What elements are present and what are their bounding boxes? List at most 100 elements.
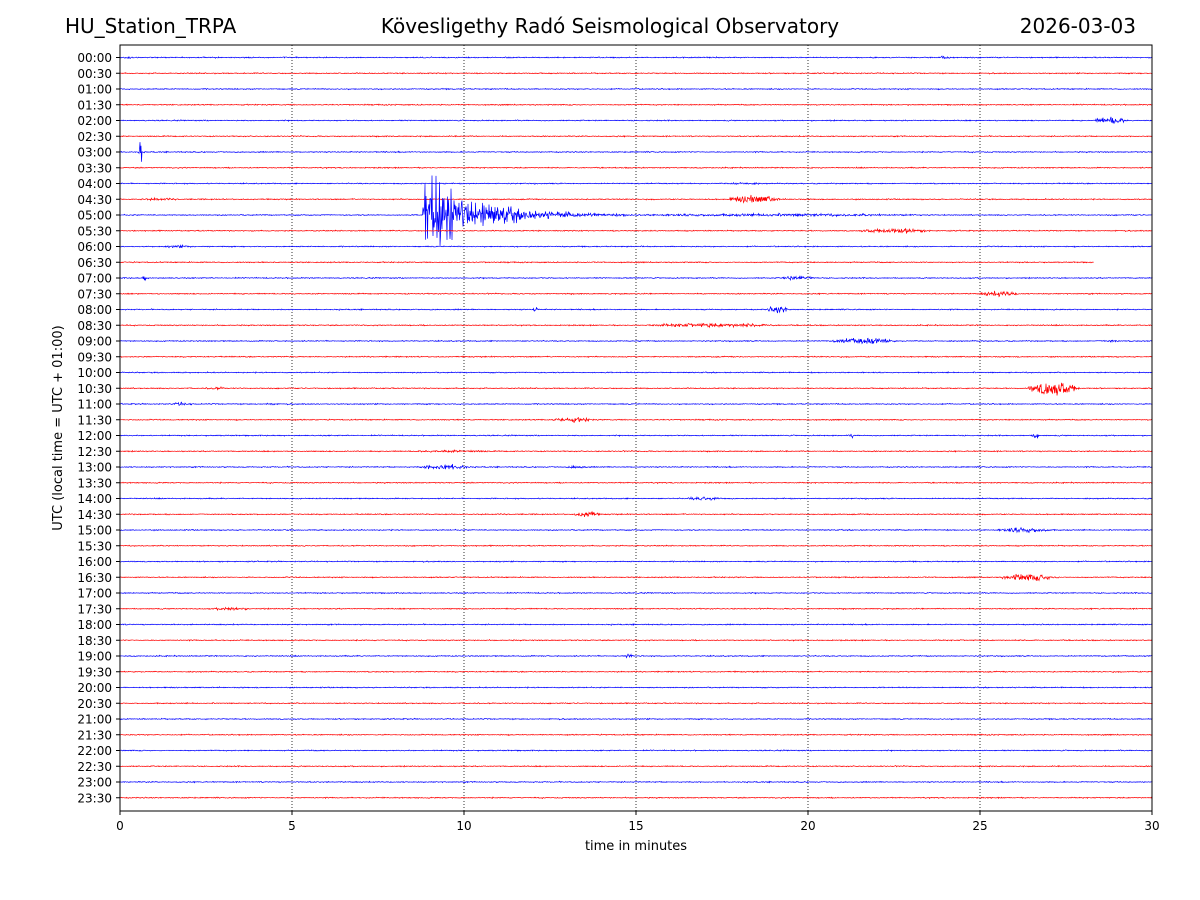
- trace-0630: [119, 260, 1094, 264]
- trace-1830: [119, 638, 1153, 642]
- x-tick-label: 0: [116, 819, 124, 833]
- trace-1500: [119, 526, 1153, 534]
- y-tick-label: 08:00: [77, 303, 112, 317]
- trace-0200: [119, 116, 1153, 124]
- trace-1400: [119, 496, 1153, 501]
- trace-0730: [119, 290, 1153, 298]
- y-tick-label: 15:00: [77, 524, 112, 538]
- y-tick-label: 12:00: [77, 429, 112, 443]
- trace-1730: [119, 606, 1153, 612]
- trace-0800: [119, 305, 1153, 314]
- y-tick-label: 17:30: [77, 602, 112, 616]
- x-axis-label: time in minutes: [585, 839, 687, 854]
- trace-1100: [119, 401, 1153, 406]
- trace-1930: [119, 670, 1153, 674]
- y-tick-label: 13:00: [77, 461, 112, 475]
- trace-1030: [119, 382, 1153, 396]
- x-tick-label: 10: [456, 819, 471, 833]
- y-tick-label: 13:30: [77, 476, 112, 490]
- trace-0000: [119, 55, 1153, 60]
- y-tick-label: 14:00: [77, 492, 112, 506]
- y-tick-label: 15:30: [77, 539, 112, 553]
- y-tick-label: 03:00: [77, 146, 112, 160]
- y-tick-label: 05:00: [77, 209, 112, 223]
- y-tick-label: 16:30: [77, 571, 112, 585]
- y-tick-label: 19:00: [77, 650, 112, 664]
- trace-1630: [119, 573, 1153, 582]
- trace-1130: [119, 416, 1153, 423]
- trace-0500: [119, 175, 1153, 246]
- y-tick-label: 00:00: [77, 51, 112, 65]
- y-tick-label: 07:00: [77, 272, 112, 286]
- chart-title: Kövesligethy Radó Seismological Observat…: [380, 14, 840, 38]
- station-name: HU_Station_TRPA: [65, 14, 237, 38]
- y-tick-label: 19:30: [77, 665, 112, 679]
- y-axis-label: UTC (local time = UTC + 01:00): [51, 325, 66, 530]
- trace-0330: [119, 166, 1153, 170]
- trace-0430: [119, 194, 1153, 204]
- trace-0530: [119, 227, 1153, 234]
- y-tick-label: 10:00: [77, 366, 112, 380]
- y-tick-label: 06:00: [77, 240, 112, 254]
- y-tick-label: 21:00: [77, 713, 112, 727]
- trace-0230: [119, 134, 1153, 138]
- y-tick-label: 10:30: [77, 382, 112, 396]
- trace-0900: [119, 337, 1153, 345]
- trace-2030: [119, 701, 1153, 705]
- chart-date: 2026-03-03: [1019, 14, 1136, 38]
- y-tick-label: 20:00: [77, 681, 112, 695]
- trace-1000: [119, 371, 1153, 374]
- trace-0300: [119, 142, 1153, 162]
- y-tick-label: 16:00: [77, 555, 112, 569]
- y-tick-label: 09:30: [77, 350, 112, 364]
- y-tick-label: 11:00: [77, 398, 112, 412]
- trace-0930: [119, 355, 1153, 359]
- trace-1800: [119, 623, 1153, 626]
- trace-0830: [119, 322, 1153, 329]
- trace-2330: [119, 796, 1153, 800]
- y-tick-label: 14:30: [77, 508, 112, 522]
- y-tick-label: 22:30: [77, 760, 112, 774]
- y-tick-label: 07:30: [77, 287, 112, 301]
- trace-1600: [119, 560, 1153, 563]
- y-tick-label: 04:00: [77, 177, 112, 191]
- trace-2230: [119, 764, 1153, 768]
- trace-2100: [119, 717, 1153, 721]
- y-tick-label: 22:00: [77, 744, 112, 758]
- trace-0600: [119, 244, 1153, 249]
- x-tick-label: 20: [800, 819, 815, 833]
- trace-0130: [119, 103, 1153, 107]
- y-tick-label: 23:00: [77, 776, 112, 790]
- y-tick-label: 09:00: [77, 335, 112, 349]
- y-tick-label: 03:30: [77, 161, 112, 175]
- trace-2130: [119, 733, 1153, 737]
- trace-2300: [119, 780, 1153, 784]
- trace-0400: [119, 181, 1153, 186]
- y-tick-label: 18:30: [77, 634, 112, 648]
- trace-1330: [119, 481, 1153, 485]
- trace-0700: [119, 275, 1153, 282]
- trace-layer: [119, 55, 1153, 800]
- x-tick-label: 25: [972, 819, 987, 833]
- trace-2000: [119, 686, 1153, 690]
- x-tick-label: 5: [288, 819, 296, 833]
- y-tick-label: 04:30: [77, 193, 112, 207]
- trace-1230: [119, 449, 1153, 454]
- y-tick-label: 17:00: [77, 587, 112, 601]
- x-tick-label: 30: [1144, 819, 1159, 833]
- y-tick-label: 21:30: [77, 728, 112, 742]
- y-tick-label: 12:30: [77, 445, 112, 459]
- trace-1430: [119, 510, 1153, 518]
- y-tick-label: 20:30: [77, 697, 112, 711]
- trace-1300: [119, 463, 1153, 470]
- trace-0100: [119, 87, 1153, 91]
- y-tick-label: 18:00: [77, 618, 112, 632]
- y-tick-label: 02:00: [77, 114, 112, 128]
- trace-1200: [119, 433, 1153, 439]
- y-tick-label: 08:30: [77, 319, 112, 333]
- trace-0030: [119, 72, 1153, 75]
- y-tick-label: 01:00: [77, 83, 112, 97]
- y-tick-label: 01:30: [77, 98, 112, 112]
- y-tick-label: 00:30: [77, 67, 112, 81]
